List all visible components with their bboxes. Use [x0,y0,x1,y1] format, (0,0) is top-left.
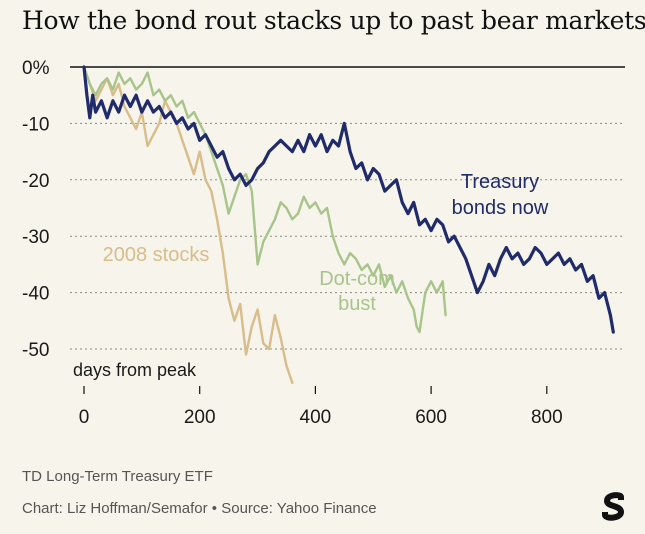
x-tick-label: 800 [531,407,563,428]
y-tick-label: -50 [22,340,49,361]
semafor-logo-icon [599,491,629,521]
y-tick-label: 0% [22,58,50,79]
series-layer [82,65,615,384]
series-label: bonds now [452,197,549,219]
series-label: Dot-com [319,268,395,290]
axis-layer: 0% -10 -20 -30 -40 -50 0 200 400 600 800 [22,58,563,428]
x-axis-label: days from peak [73,360,197,380]
series-label: Treasury [461,171,539,193]
label-layer: Treasury bonds now Dot-com bust 2008 stocks d… [73,171,549,380]
y-tick-label: -40 [22,284,49,305]
x-tick-label: 0 [79,407,90,428]
x-tick-label: 200 [184,407,216,428]
y-tick-label: -30 [22,227,49,248]
footer-credits: Chart: Liz Hoffman/Semafor • Source: Yah… [22,500,377,517]
grid-layer [70,66,625,350]
x-tick-label: 400 [300,407,332,428]
chart-area: 0% -10 -20 -30 -40 -50 0 200 400 600 800 Treasury b… [22,58,625,428]
series-line-dot-com-bust [82,65,447,334]
chart-title: How the bond rout stacks up to past bear… [22,6,645,35]
series-label: 2008 stocks [103,244,210,266]
footer-source-product: TD Long-Term Treasury ETF [22,468,213,485]
series-label: bust [338,293,376,315]
x-tick-label: 600 [415,407,447,428]
series-line-2008-stocks [82,65,294,384]
y-tick-label: -20 [22,171,49,192]
y-tick-label: -10 [22,114,49,135]
series-line-treasury-bonds-now [82,65,615,334]
